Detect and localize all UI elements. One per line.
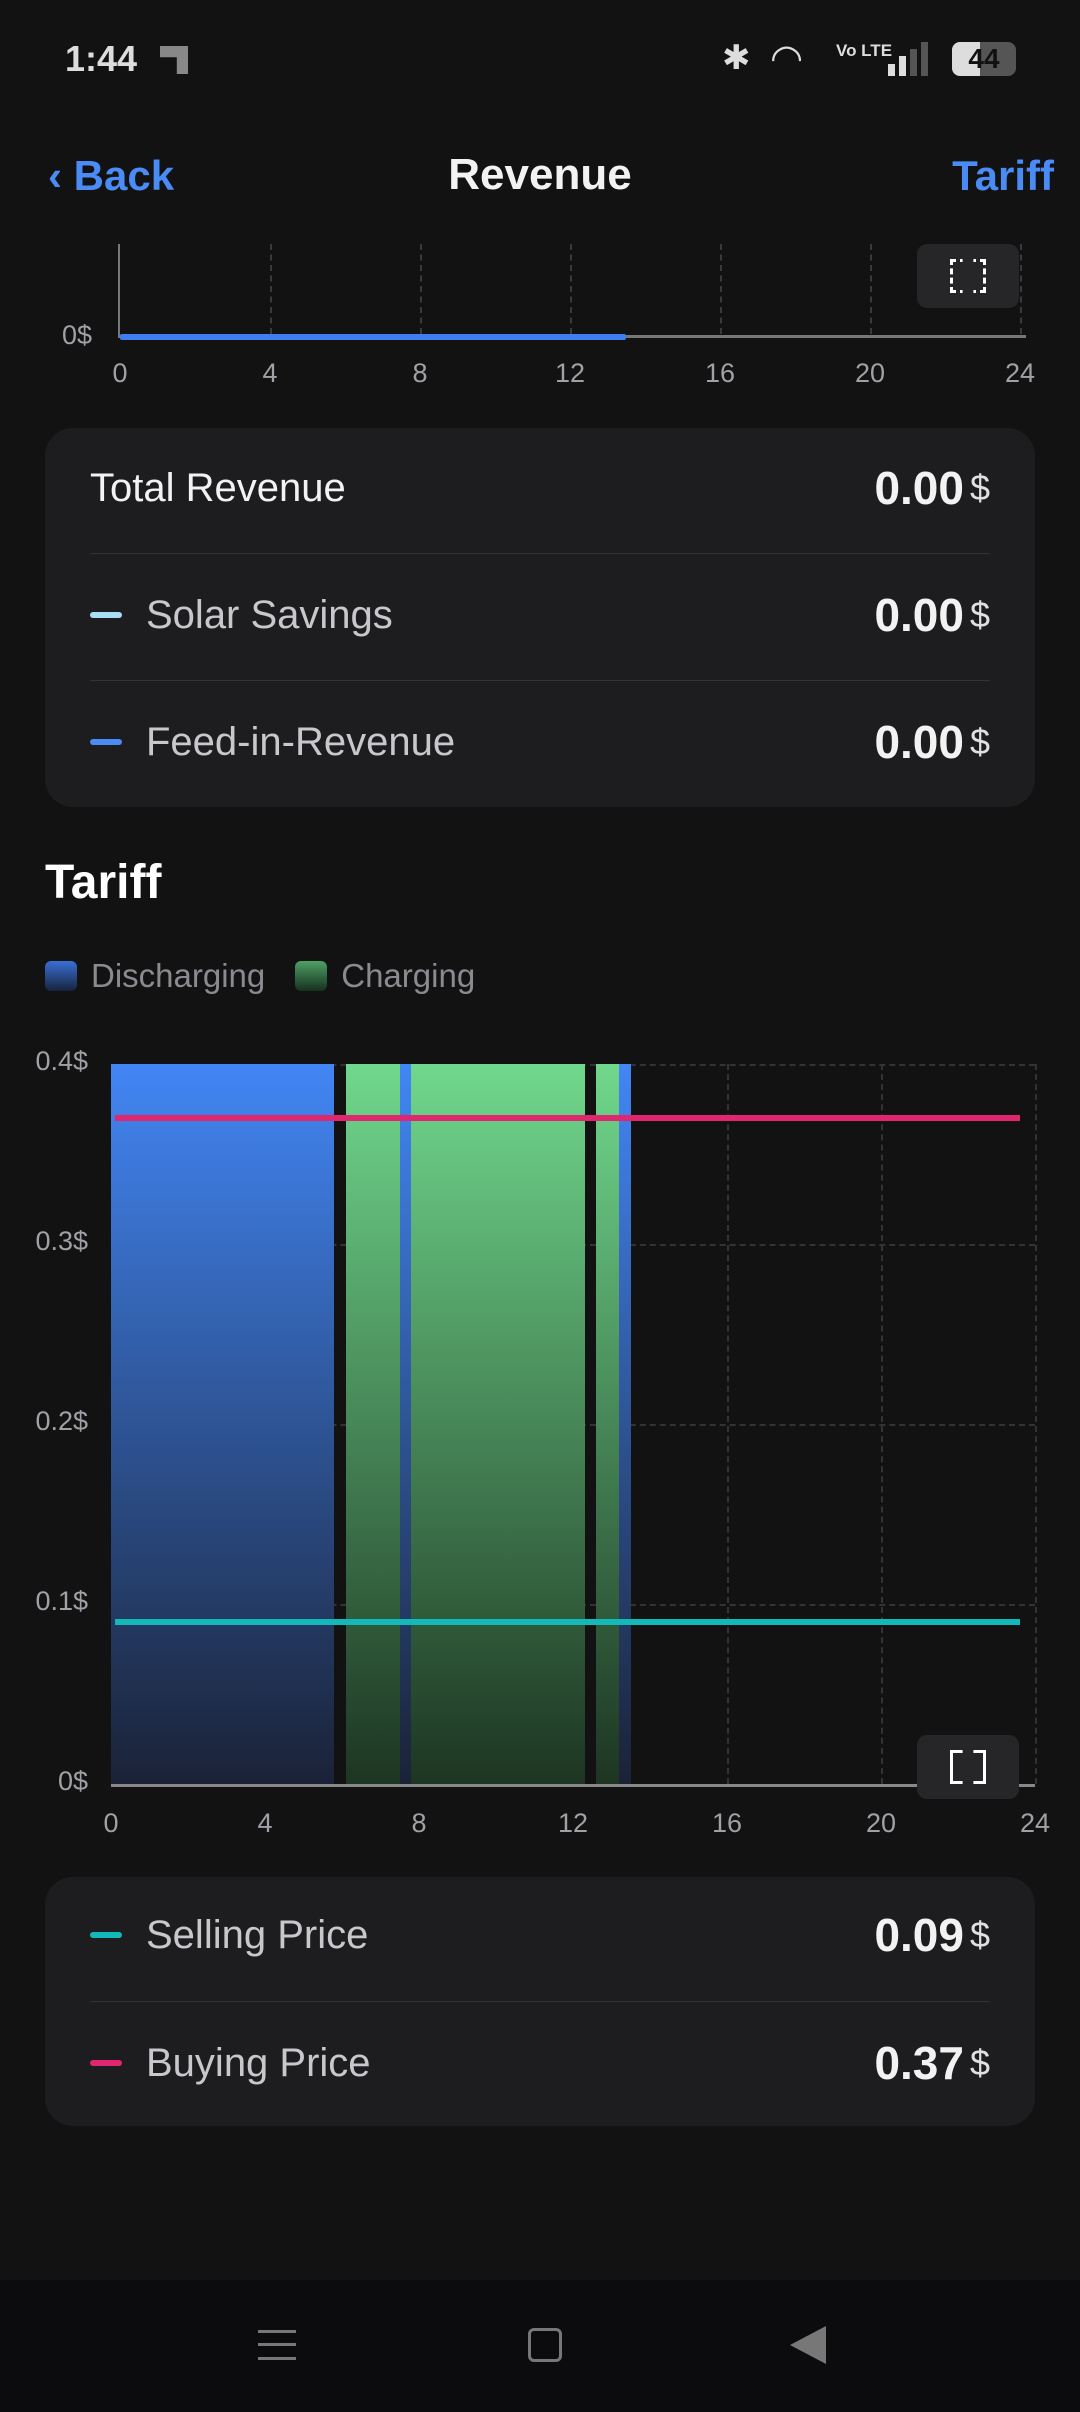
y-tick-label: 0.1$ (35, 1586, 88, 1616)
grid-line (870, 244, 872, 334)
status-time: 1:44 (65, 38, 138, 79)
x-tick-label: 12 (557, 1808, 589, 1838)
x-tick-label: 16 (711, 1808, 743, 1838)
discharging-swatch-icon (45, 961, 77, 991)
battery-icon: 44 (952, 42, 1016, 76)
charging-period-bar (596, 1064, 620, 1784)
buying-price-line (115, 1115, 1020, 1121)
legend-charging[interactable]: Charging (341, 957, 476, 994)
volte-icon: Vo LTE (836, 41, 893, 60)
page-title: Revenue (448, 150, 632, 199)
x-tick-label: 4 (257, 1808, 273, 1838)
back-nav-icon[interactable] (790, 2326, 826, 2364)
system-nav-bar (0, 2280, 1080, 2412)
back-button[interactable]: ‹ Back (48, 152, 175, 199)
charging-period-bar (345, 1064, 400, 1784)
x-tick-label: 8 (412, 358, 428, 388)
tariff-legend: Discharging Charging (45, 957, 475, 995)
solar-legend-icon (90, 612, 122, 618)
menu-icon[interactable] (258, 2330, 296, 2360)
total-revenue-row: Total Revenue 0.00 $ (90, 462, 990, 514)
legend-discharging[interactable]: Discharging (91, 957, 266, 994)
grid-line (270, 244, 272, 334)
y-tick-label: 0.4$ (35, 1046, 88, 1076)
price-card: Selling Price 0.09 $ Buying Price 0.37 $ (45, 1877, 1035, 2126)
x-tick-label: 20 (865, 1808, 897, 1838)
y-tick-label: 0.2$ (35, 1406, 88, 1436)
x-tick-label: 8 (411, 1808, 427, 1838)
revenue-line (120, 334, 627, 340)
selling-price-line (115, 1619, 1020, 1625)
charging-period-bar (411, 1064, 585, 1784)
grid-line (1035, 1064, 1037, 1784)
status-bar: 1:44 ✱ ◠ Vo LTE 44 (0, 38, 1080, 88)
grid-line (727, 1064, 729, 1784)
x-tick-label: 0 (112, 358, 128, 388)
selling-legend-icon (90, 1932, 122, 1938)
charging-swatch-icon (295, 961, 328, 991)
chevron-left-icon: ‹ (48, 152, 74, 199)
wifi-icon: ◠ (770, 38, 804, 80)
discharging-period-bar (619, 1064, 631, 1784)
x-tick-label: 16 (704, 358, 736, 388)
y-tick-label: 0.3$ (35, 1226, 88, 1256)
revenue-chart: 0$ 0 4 8 12 16 20 24 (0, 240, 1080, 400)
fullscreen-icon (950, 259, 986, 293)
discharging-period-bar (399, 1064, 412, 1784)
fullscreen-icon (950, 1750, 986, 1784)
grid-line (1020, 244, 1022, 334)
notification-icon (160, 46, 188, 74)
x-tick-label: 24 (1004, 358, 1036, 388)
discharging-period-bar (111, 1064, 335, 1784)
revenue-summary-card: Total Revenue 0.00 $ Solar Savings 0.00 $ Fe… (45, 428, 1035, 807)
feed-in-legend-icon (90, 739, 122, 745)
tariff-heading: Tariff (45, 856, 162, 909)
x-tick-label: 20 (854, 358, 886, 388)
y-tick-label: 0$ (57, 1766, 88, 1796)
bluetooth-icon: ✱ (722, 39, 751, 77)
buying-price-row: Buying Price 0.37 $ (90, 2033, 990, 2093)
expand-tariff-chart-button[interactable] (917, 1735, 1019, 1799)
tariff-button[interactable]: Tariff (952, 152, 1054, 199)
x-tick-label: 12 (554, 358, 586, 388)
tariff-chart: 0$ 0.1$ 0.2$ 0.3$ 0.4$ 0 4 8 12 16 20 24 (0, 1040, 1080, 1840)
grid-line (420, 244, 422, 334)
expand-chart-button[interactable] (917, 244, 1019, 308)
feed-in-revenue-row: Feed-in-Revenue 0.00 $ (90, 712, 990, 772)
x-tick-label: 24 (1019, 1808, 1051, 1838)
grid-line (881, 1064, 883, 1784)
x-axis (111, 1784, 1035, 1787)
home-icon[interactable] (528, 2328, 562, 2362)
signal-icon (888, 42, 928, 76)
x-tick-label: 0 (103, 1808, 119, 1838)
grid-line (570, 244, 572, 334)
buying-legend-icon (90, 2060, 122, 2066)
grid-line (720, 244, 722, 334)
y-tick-label: 0$ (62, 320, 93, 350)
x-tick-label: 4 (262, 358, 278, 388)
selling-price-row: Selling Price 0.09 $ (90, 1905, 990, 1965)
solar-savings-row: Solar Savings 0.00 $ (90, 585, 990, 645)
